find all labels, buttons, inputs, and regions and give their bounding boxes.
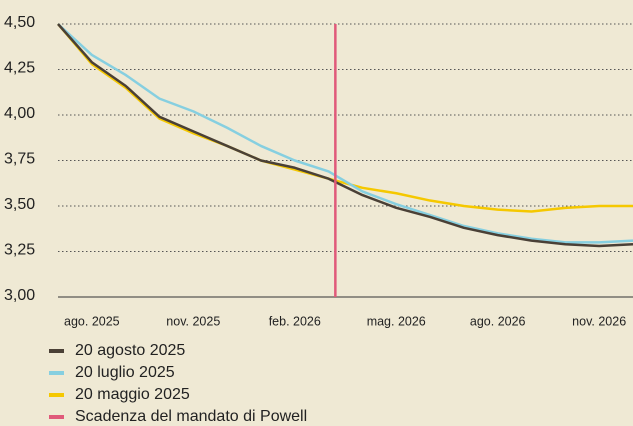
x-tick-label: feb. 2026 bbox=[269, 314, 321, 328]
y-tick-label: 3,00 bbox=[4, 287, 35, 304]
legend-swatch bbox=[49, 371, 64, 375]
legend-label: Scadenza del mandato di Powell bbox=[75, 408, 307, 425]
x-tick-label: mag. 2026 bbox=[367, 314, 426, 328]
legend-swatch bbox=[49, 349, 64, 353]
y-tick-label: 3,50 bbox=[4, 196, 35, 213]
series-line bbox=[57, 23, 633, 213]
series-line bbox=[57, 23, 633, 244]
y-tick-label: 4,25 bbox=[4, 60, 35, 77]
x-tick-label: ago. 2025 bbox=[64, 314, 120, 328]
y-tick-label: 4,00 bbox=[4, 105, 35, 122]
legend-swatch bbox=[49, 415, 64, 419]
y-tick-label: 3,25 bbox=[4, 242, 35, 259]
series-line bbox=[57, 23, 633, 248]
legend-swatch bbox=[49, 393, 64, 397]
x-tick-label: nov. 2026 bbox=[572, 314, 626, 328]
legend-label: 20 maggio 2025 bbox=[75, 386, 190, 403]
x-tick-label: nov. 2025 bbox=[166, 314, 220, 328]
legend-label: 20 luglio 2025 bbox=[75, 364, 175, 381]
y-tick-label: 4,50 bbox=[4, 14, 35, 31]
x-tick-label: ago. 2026 bbox=[470, 314, 526, 328]
y-tick-label: 3,75 bbox=[4, 151, 35, 168]
legend-label: 20 agosto 2025 bbox=[75, 342, 185, 359]
